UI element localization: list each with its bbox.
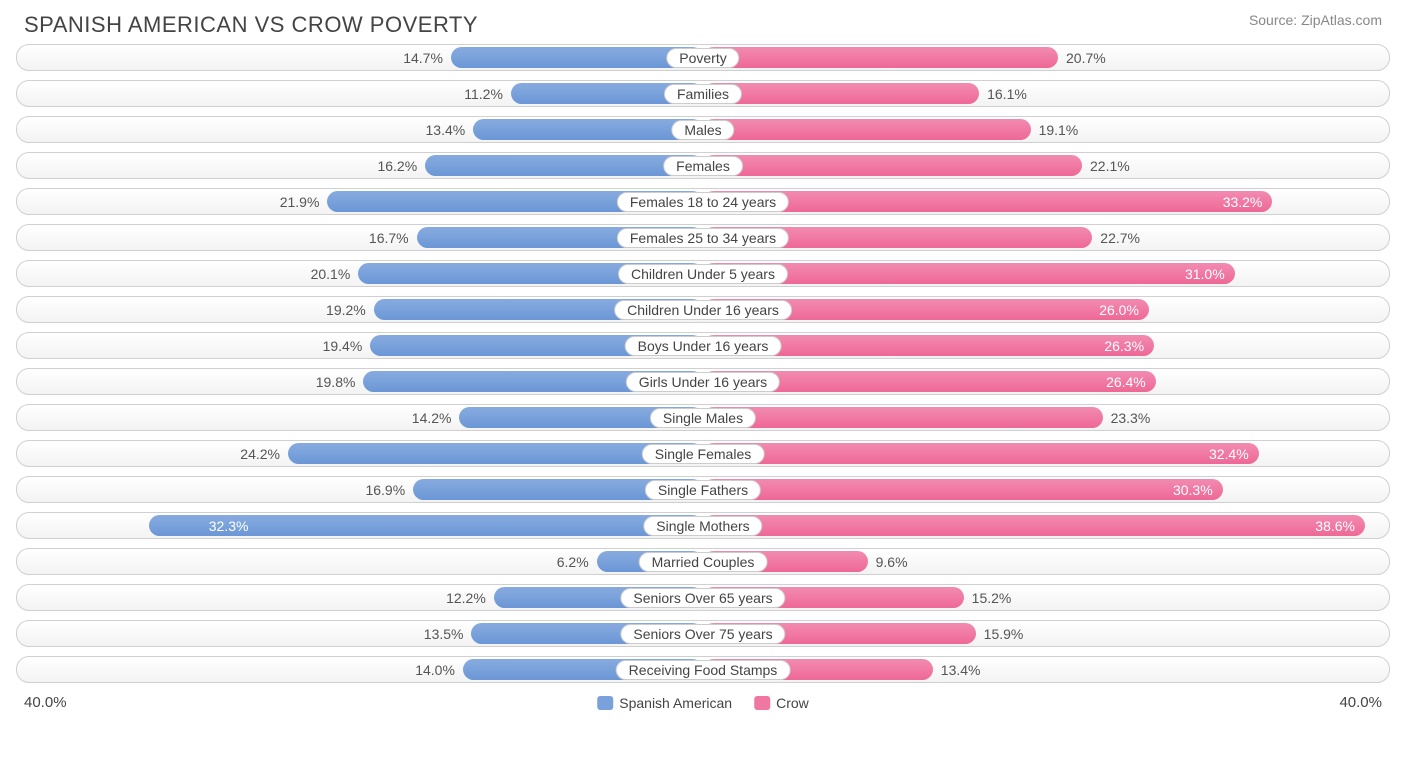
chart-row: 13.4% 19.1% Males xyxy=(16,116,1390,143)
bar-right xyxy=(703,47,1058,68)
legend-swatch-left xyxy=(597,696,613,710)
chart-header: SPANISH AMERICAN VS CROW POVERTY Source:… xyxy=(0,0,1406,44)
category-label: Single Mothers xyxy=(643,516,762,536)
bar-right xyxy=(703,407,1103,428)
chart-row: 19.8% 26.4% Girls Under 16 years xyxy=(16,368,1390,395)
value-left: 14.2% xyxy=(412,410,460,426)
value-left: 32.3% xyxy=(199,518,249,534)
chart-row: 21.9% 33.2% Females 18 to 24 years xyxy=(16,188,1390,215)
category-label: Single Males xyxy=(650,408,756,428)
chart-body: 14.7% 20.7% Poverty 11.2% 16.1% Families 13.4%… xyxy=(0,44,1406,683)
bar-right xyxy=(703,155,1082,176)
category-label: Single Fathers xyxy=(645,480,761,500)
category-label: Seniors Over 75 years xyxy=(620,624,785,644)
value-right: 9.6% xyxy=(868,554,908,570)
value-right: 26.0% xyxy=(1099,302,1149,318)
axis-max-right: 40.0% xyxy=(1339,694,1382,711)
legend-label-left: Spanish American xyxy=(619,695,732,711)
category-label: Children Under 16 years xyxy=(614,300,792,320)
bar-left xyxy=(451,47,703,68)
value-left: 13.5% xyxy=(424,626,472,642)
category-label: Seniors Over 65 years xyxy=(620,588,785,608)
value-right: 38.6% xyxy=(1315,518,1365,534)
value-left: 16.7% xyxy=(369,230,417,246)
bar-left xyxy=(473,119,703,140)
bar-right xyxy=(703,119,1031,140)
value-right: 26.4% xyxy=(1106,374,1156,390)
value-right: 15.9% xyxy=(976,626,1024,642)
chart-row: 14.2% 23.3% Single Males xyxy=(16,404,1390,431)
value-right: 26.3% xyxy=(1104,338,1154,354)
chart-source: Source: ZipAtlas.com xyxy=(1249,12,1382,28)
chart-row: 6.2% 9.6% Married Couples xyxy=(16,548,1390,575)
value-left: 14.0% xyxy=(415,662,463,678)
chart-row: 16.9% 30.3% Single Fathers xyxy=(16,476,1390,503)
bar-right xyxy=(703,443,1259,464)
value-left: 19.2% xyxy=(326,302,374,318)
bar-left xyxy=(288,443,703,464)
value-right: 33.2% xyxy=(1223,194,1273,210)
value-left: 19.8% xyxy=(316,374,364,390)
category-label: Receiving Food Stamps xyxy=(616,660,791,680)
category-label: Girls Under 16 years xyxy=(626,372,780,392)
value-left: 12.2% xyxy=(446,590,494,606)
value-right: 22.7% xyxy=(1092,230,1140,246)
legend-label-right: Crow xyxy=(776,695,809,711)
category-label: Males xyxy=(671,120,734,140)
legend: Spanish American Crow xyxy=(597,695,809,711)
chart-row: 13.5% 15.9% Seniors Over 75 years xyxy=(16,620,1390,647)
legend-item-right: Crow xyxy=(754,695,809,711)
value-right: 19.1% xyxy=(1031,122,1079,138)
chart-row: 14.7% 20.7% Poverty xyxy=(16,44,1390,71)
value-right: 32.4% xyxy=(1209,446,1259,462)
category-label: Married Couples xyxy=(639,552,768,572)
category-label: Single Females xyxy=(642,444,765,464)
chart-row: 14.0% 13.4% Receiving Food Stamps xyxy=(16,656,1390,683)
value-left: 13.4% xyxy=(426,122,474,138)
value-right: 23.3% xyxy=(1103,410,1151,426)
value-left: 21.9% xyxy=(280,194,328,210)
category-label: Families xyxy=(664,84,742,104)
bar-right xyxy=(703,83,979,104)
chart-row: 11.2% 16.1% Families xyxy=(16,80,1390,107)
value-left: 20.1% xyxy=(311,266,359,282)
chart-row: 19.2% 26.0% Children Under 16 years xyxy=(16,296,1390,323)
chart-row: 32.3% 38.6% Single Mothers xyxy=(16,512,1390,539)
value-right: 15.2% xyxy=(964,590,1012,606)
category-label: Females 18 to 24 years xyxy=(617,192,789,212)
category-label: Children Under 5 years xyxy=(618,264,788,284)
value-right: 30.3% xyxy=(1173,482,1223,498)
value-left: 14.7% xyxy=(403,50,451,66)
chart-row: 19.4% 26.3% Boys Under 16 years xyxy=(16,332,1390,359)
value-right: 20.7% xyxy=(1058,50,1106,66)
chart-row: 12.2% 15.2% Seniors Over 65 years xyxy=(16,584,1390,611)
bar-right xyxy=(703,479,1223,500)
bar-right xyxy=(703,515,1365,536)
value-left: 6.2% xyxy=(557,554,597,570)
chart-row: 16.7% 22.7% Females 25 to 34 years xyxy=(16,224,1390,251)
value-left: 16.9% xyxy=(365,482,413,498)
value-left: 11.2% xyxy=(464,86,511,102)
chart-footer: 40.0% Spanish American Crow 40.0% xyxy=(0,692,1406,711)
category-label: Boys Under 16 years xyxy=(625,336,782,356)
value-left: 24.2% xyxy=(240,446,288,462)
chart-row: 16.2% 22.1% Females xyxy=(16,152,1390,179)
legend-item-left: Spanish American xyxy=(597,695,732,711)
category-label: Poverty xyxy=(666,48,739,68)
axis-max-left: 40.0% xyxy=(24,694,67,711)
value-left: 19.4% xyxy=(323,338,371,354)
value-right: 22.1% xyxy=(1082,158,1130,174)
chart-row: 20.1% 31.0% Children Under 5 years xyxy=(16,260,1390,287)
value-right: 16.1% xyxy=(979,86,1027,102)
chart-row: 24.2% 32.4% Single Females xyxy=(16,440,1390,467)
bar-left xyxy=(425,155,703,176)
category-label: Females xyxy=(663,156,743,176)
value-left: 16.2% xyxy=(377,158,425,174)
value-right: 31.0% xyxy=(1185,266,1235,282)
chart-title: SPANISH AMERICAN VS CROW POVERTY xyxy=(24,12,478,38)
legend-swatch-right xyxy=(754,696,770,710)
category-label: Females 25 to 34 years xyxy=(617,228,789,248)
value-right: 13.4% xyxy=(933,662,981,678)
